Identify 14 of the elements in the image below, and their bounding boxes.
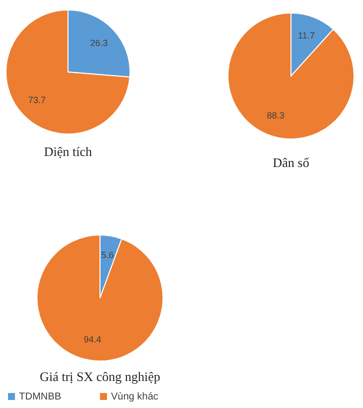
data-label: 94.4	[84, 334, 102, 345]
legend-label: Vùng khác	[111, 392, 158, 403]
pie-slice	[228, 12, 354, 140]
data-label: 88.3	[266, 110, 284, 120]
data-label: 73.7	[28, 94, 46, 105]
text: Giá trị SX công nghiệp	[40, 369, 160, 384]
data-label: 5.6	[101, 250, 114, 260]
data-label: 11.7	[298, 30, 315, 40]
data-label: 26.3	[90, 38, 108, 48]
legend-label: TDMNBB	[19, 392, 62, 403]
pie-slice	[36, 234, 164, 362]
text: Dân số	[272, 155, 310, 170]
text: Diện tích	[44, 144, 93, 159]
pie-slice	[6, 10, 130, 134]
